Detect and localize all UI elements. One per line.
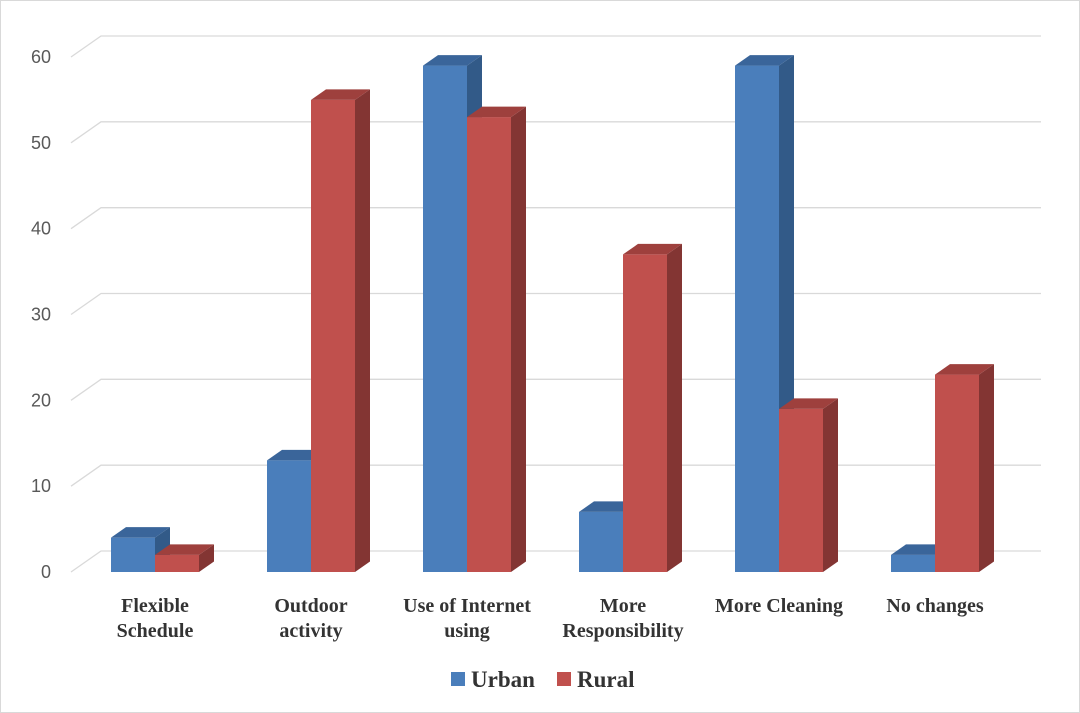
y-tick-label: 50 bbox=[31, 133, 51, 153]
bar-front bbox=[623, 254, 667, 572]
bar-front bbox=[579, 511, 623, 572]
bar-rural bbox=[467, 106, 526, 572]
gridlines bbox=[70, 35, 1041, 573]
bar-front bbox=[935, 374, 979, 572]
bar-top bbox=[467, 106, 526, 118]
bar-rural bbox=[623, 243, 682, 572]
x-tick-label: Use of Internet using bbox=[403, 595, 531, 642]
bar-top bbox=[423, 55, 482, 66]
bar-front bbox=[779, 408, 823, 572]
bar-rural bbox=[311, 89, 370, 573]
bar-rural bbox=[155, 544, 214, 572]
bar-front bbox=[155, 554, 199, 572]
legend-label: Rural bbox=[577, 667, 635, 692]
bar-front bbox=[423, 65, 467, 572]
bar-front bbox=[311, 99, 355, 573]
gridline bbox=[70, 35, 1041, 58]
bar-side bbox=[511, 106, 526, 572]
x-tick-label: More Cleaning bbox=[715, 595, 843, 617]
gridline bbox=[70, 121, 1041, 144]
legend: Urban Rural bbox=[451, 667, 635, 692]
bar-front bbox=[735, 65, 779, 572]
bar-front bbox=[467, 117, 511, 572]
gridline bbox=[70, 378, 1041, 401]
bar-top bbox=[623, 243, 682, 255]
y-tick-label: 10 bbox=[31, 476, 51, 496]
y-axis-ticks: 0 10 20 30 40 50 60 bbox=[31, 47, 51, 582]
bar-front bbox=[891, 554, 935, 572]
bar-side bbox=[667, 243, 682, 572]
bar-side bbox=[355, 89, 370, 573]
legend-item-urban: Urban bbox=[451, 667, 535, 692]
x-tick-label: No changes bbox=[886, 595, 983, 617]
bar-rural bbox=[779, 398, 838, 572]
gridline bbox=[70, 550, 1041, 573]
x-axis-ticks: Flexible Schedule Outdoor activity Use of In… bbox=[117, 595, 984, 642]
gridline bbox=[70, 292, 1041, 316]
bar-side bbox=[823, 398, 838, 572]
bar-top bbox=[155, 544, 214, 555]
legend-swatch bbox=[557, 672, 571, 686]
bar-top bbox=[935, 364, 994, 375]
legend-swatch bbox=[451, 672, 465, 686]
gridline bbox=[70, 207, 1041, 230]
y-tick-label: 60 bbox=[31, 47, 51, 67]
legend-item-rural: Rural bbox=[557, 667, 635, 692]
bar-top bbox=[111, 527, 170, 538]
x-tick-label: More Responsibility bbox=[562, 595, 683, 642]
bar-side bbox=[979, 364, 994, 572]
bar-side bbox=[199, 544, 214, 572]
y-tick-label: 30 bbox=[31, 305, 51, 325]
bar-front bbox=[267, 460, 311, 572]
y-tick-label: 20 bbox=[31, 390, 51, 410]
x-tick-label: Flexible Schedule bbox=[117, 595, 194, 642]
bars bbox=[111, 55, 994, 573]
x-tick-label: Outdoor activity bbox=[274, 595, 347, 642]
bar-rural bbox=[935, 364, 994, 572]
bar-top bbox=[311, 89, 370, 100]
y-tick-label: 0 bbox=[41, 562, 51, 582]
bar-front bbox=[111, 537, 155, 572]
legend-label: Urban bbox=[471, 667, 535, 692]
bar-urban bbox=[735, 55, 794, 573]
gridline bbox=[70, 464, 1041, 487]
bar-top bbox=[735, 55, 794, 66]
bar-top bbox=[779, 398, 838, 409]
y-tick-label: 40 bbox=[31, 219, 51, 239]
